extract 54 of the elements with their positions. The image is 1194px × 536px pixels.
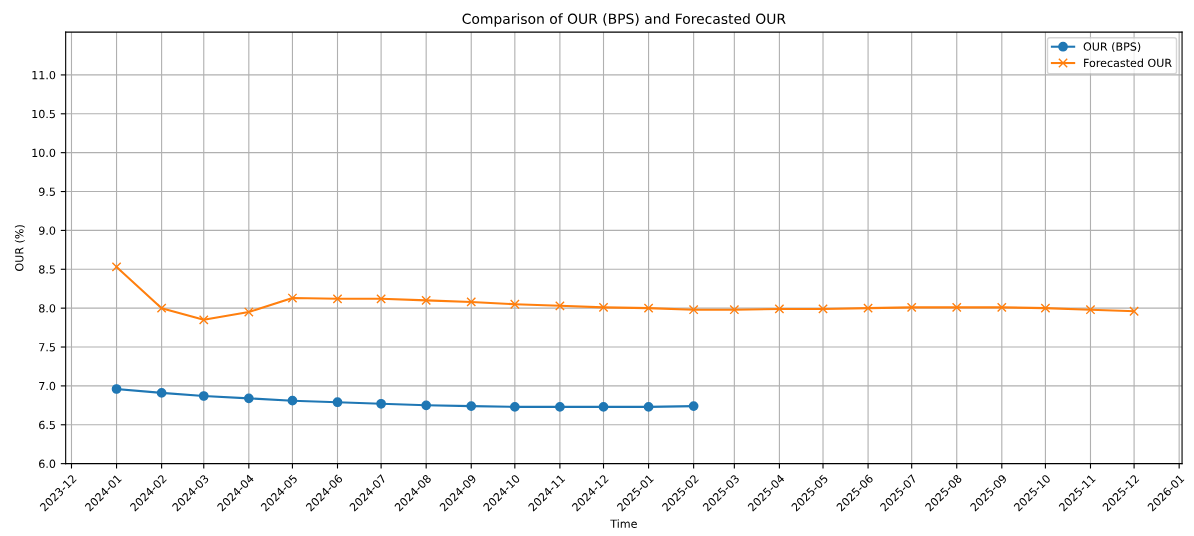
y-tick-label: 11.0 xyxy=(32,70,56,80)
point xyxy=(1129,306,1139,317)
point xyxy=(332,293,343,304)
point xyxy=(951,302,962,313)
y-tick-label: 7.0 xyxy=(39,381,56,391)
point xyxy=(1040,303,1051,314)
point xyxy=(906,302,917,313)
y-tick-label: 9.5 xyxy=(38,187,55,196)
chart-title: Comparison of OUR (BPS) and Forecasted OUR xyxy=(462,13,786,27)
point xyxy=(643,402,654,412)
y-tick-label: 8.5 xyxy=(39,265,55,274)
y-tick-label: 10.5 xyxy=(32,109,55,119)
point xyxy=(111,384,122,394)
point xyxy=(774,304,785,314)
point xyxy=(198,314,209,325)
point xyxy=(421,400,432,411)
point xyxy=(729,304,740,315)
point xyxy=(555,402,565,412)
legend-label: Forecasted OUR xyxy=(1084,58,1172,68)
point xyxy=(156,388,167,398)
point xyxy=(1085,304,1096,315)
point xyxy=(466,297,477,307)
point xyxy=(243,307,254,317)
point xyxy=(863,303,873,314)
point xyxy=(332,397,343,408)
y-tick-label: 9.0 xyxy=(38,226,56,235)
point xyxy=(818,304,828,314)
point xyxy=(688,304,699,315)
point xyxy=(198,391,209,401)
point xyxy=(156,303,167,314)
point xyxy=(466,401,477,411)
y-tick-label: 7.5 xyxy=(39,343,55,352)
x-axis-title: Time xyxy=(610,519,637,528)
point xyxy=(509,402,520,412)
point xyxy=(555,300,565,311)
legend-label: OUR (BPS) xyxy=(1083,42,1141,53)
point xyxy=(376,293,386,304)
point xyxy=(598,302,609,313)
point xyxy=(688,401,699,411)
point xyxy=(376,398,386,409)
point xyxy=(509,299,520,310)
point xyxy=(996,302,1007,313)
y-tick-label: 8.0 xyxy=(39,304,56,313)
y-tick-label: 6.0 xyxy=(39,459,56,469)
point xyxy=(598,402,609,412)
y-axis-title: OUR (%) xyxy=(14,225,25,271)
point xyxy=(111,262,122,272)
y-tick-label: 6.5 xyxy=(39,420,55,430)
point xyxy=(287,395,298,406)
point xyxy=(643,303,654,314)
point xyxy=(287,293,298,303)
y-tick-label: 10.0 xyxy=(32,148,56,158)
point xyxy=(421,295,432,306)
point xyxy=(243,393,254,404)
